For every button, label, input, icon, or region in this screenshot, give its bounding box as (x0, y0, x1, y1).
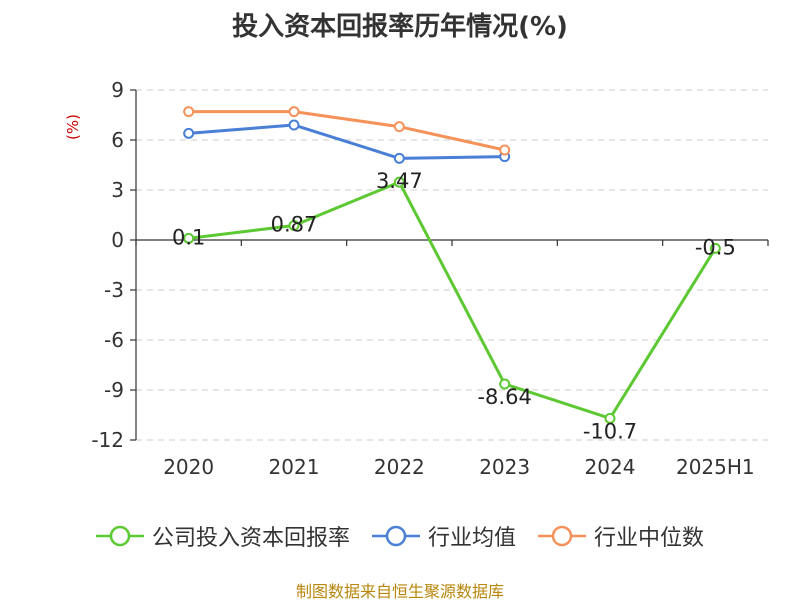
legend-label-company: 公司投入资本回报率 (151, 526, 350, 551)
data-label: 0.1 (172, 225, 205, 249)
chart-title: 投入资本回报率历年情况(%) (232, 12, 568, 42)
data-point-1 (393, 152, 405, 164)
data-point-2 (183, 106, 195, 118)
data-label: -10.7 (583, 419, 637, 443)
data-label: 3.47 (376, 169, 423, 193)
y-tick-label: -3 (104, 278, 124, 302)
legend-label-industry-median: 行业中位数 (594, 526, 705, 551)
data-point-0 (183, 232, 195, 244)
y-tick-label: 0 (111, 228, 124, 252)
data-point-2 (288, 106, 300, 118)
data-point-0 (393, 176, 405, 188)
legend: 公司投入资本回报率 行业均值 行业中位数 (0, 520, 800, 552)
x-tick-label: 2024 (585, 455, 636, 479)
x-tick-label: 2020 (163, 455, 214, 479)
y-tick-label: -6 (104, 328, 124, 352)
series-line-2 (188, 110, 505, 152)
legend-marker-company (95, 525, 144, 547)
data-point-2 (393, 121, 405, 133)
legend-item-industry-median[interactable]: 行业中位数 (538, 520, 704, 552)
series-line-0 (188, 180, 717, 420)
y-tick-label: 6 (111, 128, 124, 152)
data-point-0 (709, 242, 721, 254)
y-tick-label: -9 (104, 378, 124, 402)
y-tick-label: 3 (111, 178, 124, 202)
series-line-1 (188, 123, 505, 160)
legend-item-company[interactable]: 公司投入资本回报率 (95, 520, 350, 552)
y-tick-label: -12 (91, 428, 124, 452)
data-point-2 (499, 144, 511, 156)
data-label: 0.87 (271, 213, 318, 237)
data-point-0 (288, 220, 300, 231)
source-note: 制图数据来自恒生聚源数据库 (295, 582, 504, 601)
x-tick-label: 2021 (269, 455, 320, 479)
legend-marker-industry-median (538, 525, 586, 547)
data-label: -8.64 (477, 385, 531, 409)
line-chart: (%) 9 6 3 0 -3 -6 -9 -12 2020 2021 2022 2023 2024 2025… (64, 78, 769, 479)
data-point-0 (499, 378, 511, 390)
data-point-1 (288, 119, 300, 131)
data-label: -0.5 (695, 235, 736, 259)
legend-marker-industry-mean (371, 525, 420, 547)
x-tick-label: 2025H1 (676, 455, 755, 479)
legend-label-industry-mean: 行业均值 (427, 526, 516, 551)
x-tick-label: 2022 (374, 455, 425, 479)
legend-item-industry-mean[interactable]: 行业均值 (371, 520, 516, 552)
x-tick-label: 2023 (479, 455, 530, 479)
y-tick-label: 9 (111, 78, 124, 102)
data-point-1 (183, 127, 195, 139)
data-point-0 (604, 412, 616, 424)
y-axis-label: (%) (64, 114, 82, 140)
